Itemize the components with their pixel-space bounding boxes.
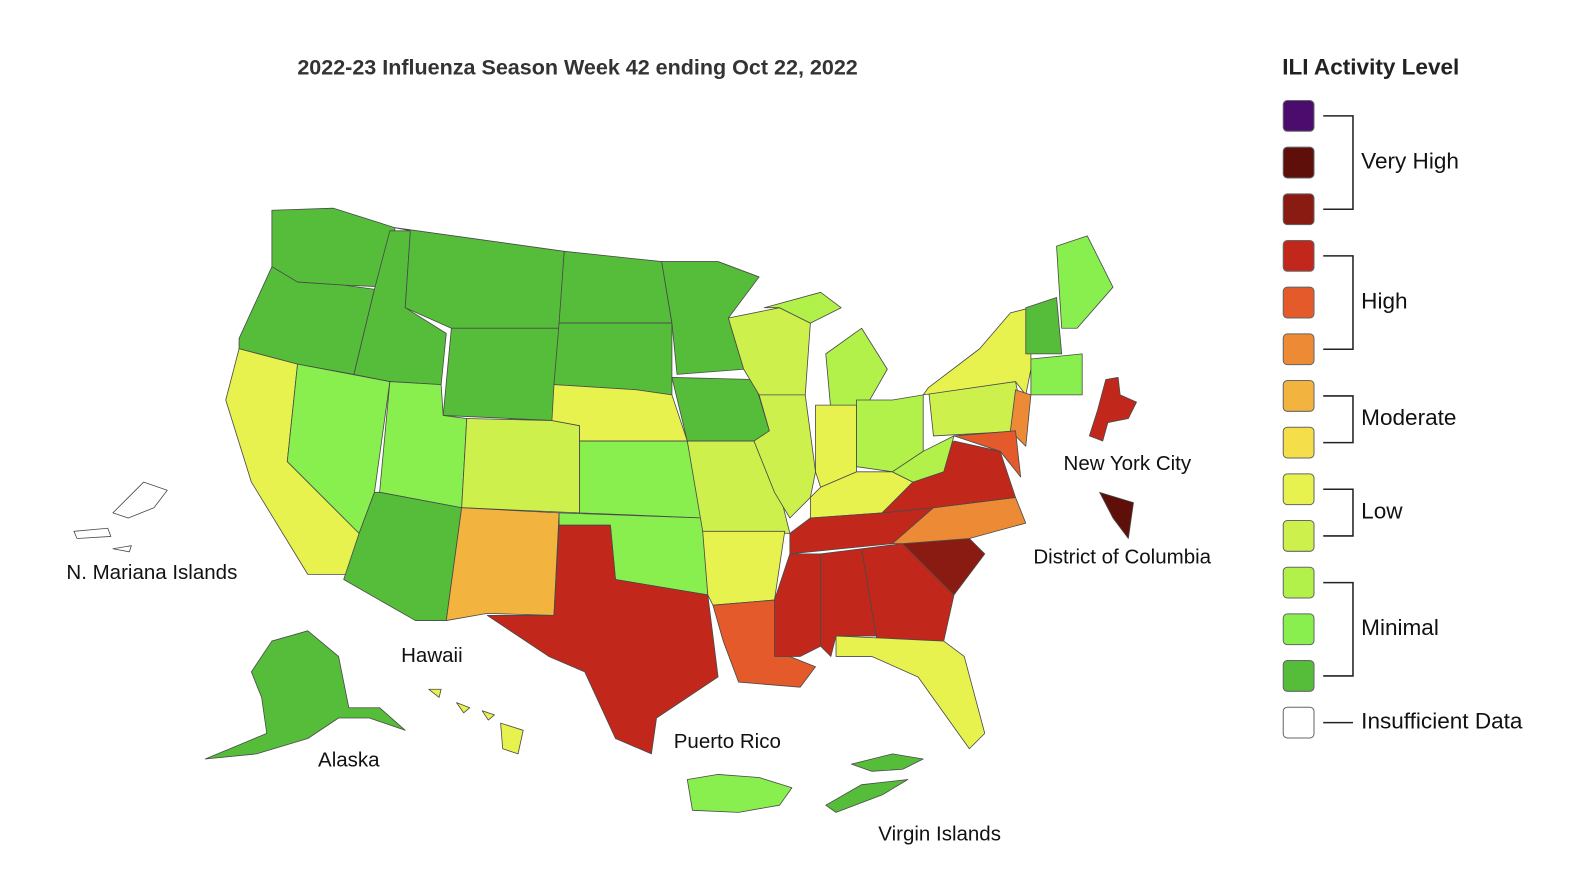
region-label: District of Columbia bbox=[1033, 545, 1211, 568]
state bbox=[394, 227, 565, 329]
legend-bracket bbox=[1323, 581, 1354, 677]
legend-bracket bbox=[1323, 395, 1354, 444]
region-label: Virgin Islands bbox=[878, 822, 1001, 845]
legend-bracket bbox=[1323, 115, 1354, 211]
state bbox=[763, 291, 842, 324]
legend-swatch bbox=[1282, 520, 1315, 552]
state bbox=[558, 250, 673, 324]
state bbox=[702, 530, 786, 606]
state bbox=[1099, 491, 1134, 539]
legend-swatch bbox=[1282, 240, 1315, 272]
state bbox=[579, 440, 704, 519]
legend-swatch bbox=[1282, 613, 1315, 646]
state bbox=[1056, 235, 1114, 329]
state bbox=[774, 553, 822, 657]
legend-label: Very High bbox=[1361, 149, 1459, 174]
state bbox=[456, 702, 471, 714]
state bbox=[112, 481, 168, 519]
legend-swatch bbox=[1282, 566, 1315, 599]
region-label: N. Mariana Islands bbox=[66, 561, 237, 584]
map-labels: N. Mariana Islands Hawaii Alaska Puerto … bbox=[66, 452, 1211, 845]
state bbox=[1088, 377, 1137, 442]
legend-swatch bbox=[1282, 286, 1315, 319]
state bbox=[825, 327, 888, 411]
state bbox=[553, 322, 673, 396]
map-title: 2022-23 Influenza Season Week 42 ending … bbox=[297, 55, 857, 79]
state bbox=[204, 630, 406, 760]
legend-bracket bbox=[1323, 488, 1354, 537]
state bbox=[686, 773, 793, 813]
state bbox=[271, 207, 396, 288]
state bbox=[442, 327, 560, 421]
state bbox=[861, 543, 955, 642]
state bbox=[851, 753, 924, 772]
state bbox=[445, 507, 560, 621]
state bbox=[922, 307, 1032, 396]
region-label: Alaska bbox=[318, 748, 380, 771]
region-label: New York City bbox=[1064, 452, 1192, 475]
legend: Very High High Moderate Low Minimal Insuffici… bbox=[1282, 100, 1523, 739]
state bbox=[835, 635, 986, 750]
state bbox=[825, 779, 909, 813]
region-label: Puerto Rico bbox=[674, 730, 781, 753]
state bbox=[486, 524, 719, 755]
state bbox=[112, 545, 132, 553]
state bbox=[461, 418, 581, 514]
state bbox=[953, 430, 1022, 478]
legend-label: Insufficient Data bbox=[1361, 709, 1523, 734]
legend-swatch bbox=[1282, 193, 1315, 226]
legend-swatch bbox=[1282, 100, 1315, 132]
legend-label: High bbox=[1361, 289, 1407, 314]
legend-swatch bbox=[1282, 146, 1315, 179]
state bbox=[481, 710, 495, 721]
state bbox=[753, 394, 816, 519]
region-label: Hawaii bbox=[401, 644, 463, 667]
legend-swatch bbox=[1282, 660, 1315, 692]
state bbox=[500, 722, 524, 755]
legend-swatch bbox=[1282, 333, 1315, 366]
legend-swatch bbox=[1282, 706, 1315, 739]
legend-label: Moderate bbox=[1361, 405, 1456, 430]
legend-swatch bbox=[1282, 426, 1315, 459]
states bbox=[73, 207, 1137, 813]
state bbox=[1030, 353, 1083, 396]
state bbox=[428, 688, 442, 698]
legend-swatch bbox=[1282, 380, 1315, 412]
legend-title: ILI Activity Level bbox=[1282, 55, 1459, 80]
legend-bracket bbox=[1323, 255, 1354, 351]
legend-swatch bbox=[1282, 473, 1315, 506]
legend-label: Low bbox=[1361, 499, 1403, 524]
state bbox=[892, 435, 955, 483]
state bbox=[1025, 297, 1063, 355]
state bbox=[73, 527, 112, 539]
legend-label: Minimal bbox=[1361, 615, 1439, 640]
